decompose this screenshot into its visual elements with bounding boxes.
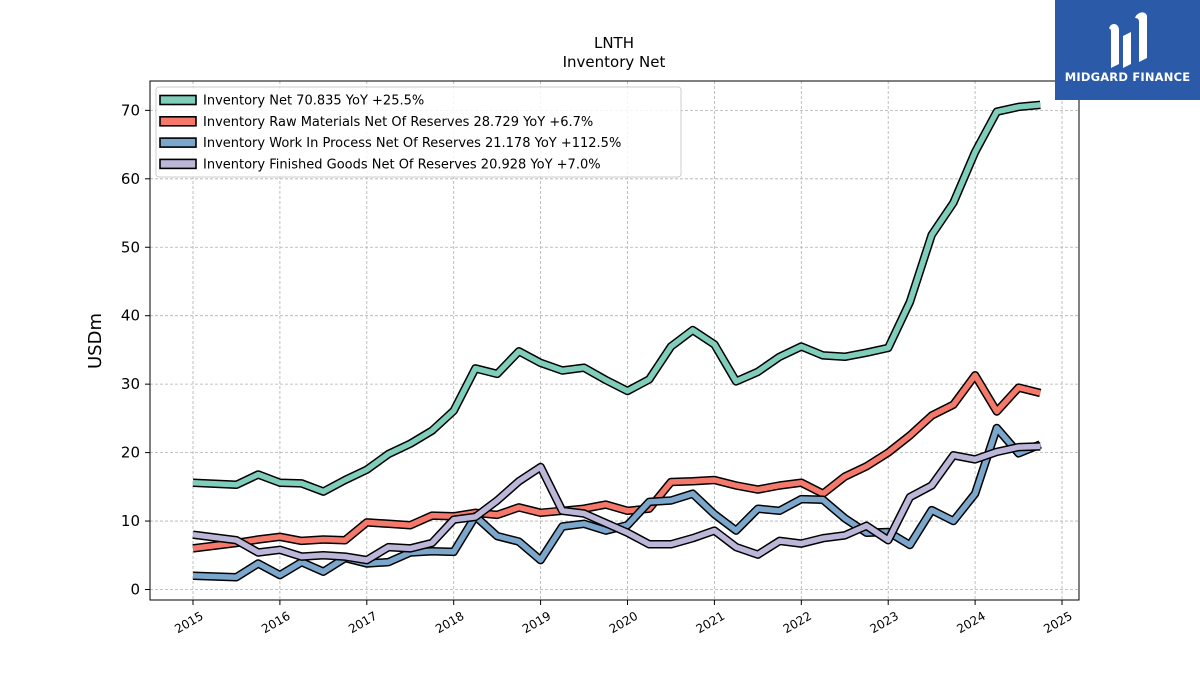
y-tick-label: 10: [121, 512, 140, 530]
brand-logo-text: MIDGARD FINANCE: [1064, 70, 1191, 84]
chart-title: LNTH: [594, 34, 634, 52]
x-tick-label: 2025: [1041, 609, 1074, 636]
legend-swatch: [159, 158, 197, 170]
plot-frame: [149, 80, 1080, 601]
brand-logo: MIDGARD FINANCE: [1055, 0, 1200, 100]
x-tick-label: 2023: [867, 609, 900, 636]
legend-entry: Inventory Net 70.835 YoY +25.5%: [203, 94, 424, 109]
y-tick-label: 50: [121, 238, 140, 256]
x-tick-label: 2020: [607, 609, 640, 636]
legend-swatch: [159, 94, 197, 106]
y-tick-label: 30: [121, 375, 140, 393]
series-line: [192, 102, 1041, 495]
series-3: [192, 442, 1041, 565]
legend: Inventory Net 70.835 YoY +25.5% Inventory…: [155, 86, 682, 178]
x-axis: 2015 2016 2017 2018 2019 2020 2021 2022 2023 2024…: [172, 600, 1075, 636]
x-tick-label: 2019: [520, 609, 553, 636]
y-axis-label: USDm: [85, 313, 106, 369]
legend-box: [155, 86, 682, 178]
x-tick-label: 2016: [259, 609, 292, 636]
y-tick-label: 40: [121, 307, 140, 325]
x-tick-label: 2021: [694, 609, 727, 636]
legend-entry: Inventory Raw Materials Net Of Reserves …: [203, 115, 593, 130]
y-tick-label: 0: [130, 581, 140, 599]
y-axis: 0 10 20 30 40 50 60 70: [121, 101, 150, 599]
brand-logo-icon: [1109, 12, 1147, 68]
series-1: [192, 371, 1042, 553]
series-line: [192, 443, 1041, 563]
y-tick-label: 20: [121, 444, 140, 462]
x-tick-label: 2017: [346, 609, 379, 636]
series-outline: [192, 371, 1042, 553]
legend-swatch: [159, 116, 197, 127]
legend-entry: Inventory Work In Process Net Of Reserve…: [203, 136, 621, 151]
x-tick-label: 2022: [781, 609, 814, 636]
series-line: [192, 372, 1041, 552]
x-tick-label: 2018: [433, 609, 466, 636]
series-0: [192, 100, 1041, 496]
y-tick-label: 60: [121, 170, 140, 188]
chart-subtitle: Inventory Net: [563, 53, 666, 71]
legend-entry: Inventory Finished Goods Net Of Reserves…: [203, 157, 601, 172]
legend-swatch: [159, 137, 197, 148]
series-lines: [192, 100, 1042, 582]
x-tick-label: 2015: [172, 609, 205, 636]
x-tick-label: 2024: [954, 609, 987, 636]
y-tick-label: 70: [121, 101, 140, 119]
